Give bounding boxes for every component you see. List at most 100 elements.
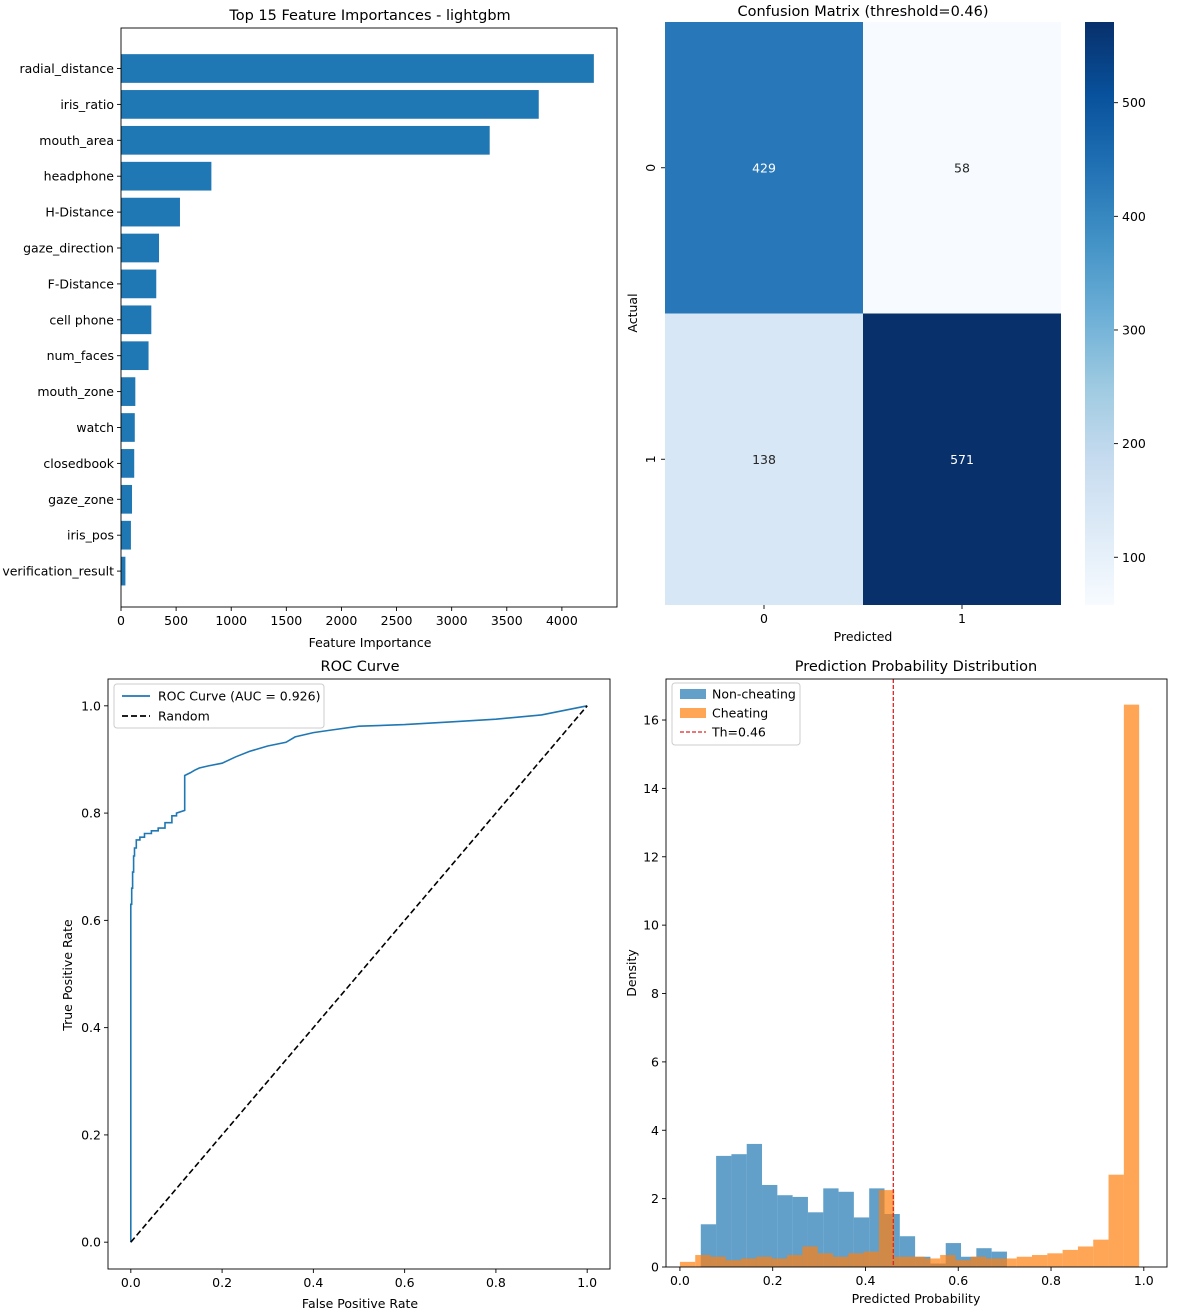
non-cheating-bar: [716, 1155, 732, 1267]
feature-bar: [121, 413, 135, 442]
non-cheating-bar: [823, 1188, 839, 1267]
hist-title: Prediction Probability Distribution: [795, 659, 1038, 675]
feature-bar: [121, 449, 135, 478]
feature-label: headphone: [44, 169, 115, 184]
x-tick-label: 3500: [491, 613, 523, 628]
non-cheating-bar: [762, 1184, 778, 1267]
roc-title: ROC Curve: [321, 659, 400, 675]
feature-bar: [121, 54, 594, 83]
feature-bar: [121, 556, 126, 586]
roc-curve-chart: ROC Curve False Positive Rate True Posit…: [60, 659, 611, 1311]
confusion-matrix-xlabel: Predicted: [834, 629, 893, 644]
cheating-bar: [771, 1258, 788, 1267]
y-tick-label: 0.6: [81, 913, 101, 928]
legend-label: Non-cheating: [712, 687, 796, 702]
feature-importance-chart: Top 15 Feature Importances - lightgbm Fe…: [2, 8, 618, 650]
y-tick-label: 8: [651, 986, 659, 1001]
cell-value: 429: [752, 160, 776, 175]
random-baseline-line: [130, 705, 588, 1243]
colorbar-tick-label: 500: [1122, 95, 1146, 110]
feature-bar: [121, 520, 131, 550]
cheating-bar: [863, 1251, 879, 1267]
feature-importance-title: Top 15 Feature Importances - lightgbm: [228, 8, 510, 24]
x-tick-label: 2000: [326, 613, 358, 628]
cheating-bar: [955, 1260, 971, 1267]
y-tick-label: 0.4: [81, 1020, 101, 1035]
cheating-bar: [802, 1246, 818, 1267]
x-tick-label: 0.0: [121, 1275, 141, 1290]
cheating-bar: [679, 1261, 696, 1267]
heatmap-cell: [863, 22, 1061, 314]
heatmap-cell: [863, 313, 1061, 605]
colorbar: [1085, 22, 1114, 605]
cell-value: 58: [954, 160, 970, 175]
cheating-bar: [940, 1255, 956, 1267]
x-tick-label: 0.8: [486, 1275, 506, 1290]
feature-label: gaze_direction: [23, 241, 114, 256]
feature-label: F-Distance: [48, 276, 115, 291]
feature-bar: [121, 484, 133, 514]
x-tick-label: 1000: [215, 613, 247, 628]
x-tick-label: 0.2: [212, 1275, 232, 1290]
cheating-bar: [1016, 1256, 1033, 1267]
feature-axes-frame: [120, 27, 618, 608]
x-tick-label: 3000: [436, 613, 468, 628]
hist-axes-frame: [665, 678, 1168, 1268]
x-tick-label: 500: [164, 613, 188, 628]
cheating-bar: [725, 1260, 742, 1267]
cheating-bar: [1077, 1246, 1094, 1267]
probability-distribution-chart: Prediction Probability Distribution Pred…: [624, 659, 1168, 1306]
feature-label: verification_result: [2, 564, 114, 579]
cheating-bar: [986, 1258, 1002, 1267]
feature-label: cell phone: [49, 312, 114, 327]
cheating-bar: [817, 1253, 833, 1267]
cheating-bar: [833, 1256, 849, 1267]
feature-bar: [121, 233, 160, 263]
feature-bar: [121, 377, 136, 406]
cheating-bar: [787, 1255, 803, 1267]
cheating-bar: [710, 1256, 726, 1267]
roc-ylabel: True Positive Rate: [60, 919, 75, 1032]
colorbar-tick-label: 100: [1122, 550, 1146, 565]
confusion-matrix-title: Confusion Matrix (threshold=0.46): [737, 4, 988, 20]
x-tick-label: 0.0: [670, 1273, 690, 1288]
roc-curve-line: [130, 705, 588, 1243]
feature-label: mouth_zone: [37, 384, 114, 399]
cheating-bar: [878, 1190, 895, 1267]
y-tick-label: 2: [651, 1191, 659, 1206]
cheating-bar: [894, 1256, 910, 1267]
x-tick-label: 0: [117, 613, 125, 628]
x-tick-label: 0.8: [1041, 1273, 1061, 1288]
cheating-bar: [1032, 1255, 1048, 1267]
feature-label: num_faces: [47, 348, 114, 363]
feature-bar: [121, 341, 149, 371]
y-category-label: 0: [643, 164, 658, 172]
y-tick-label: 1.0: [81, 698, 101, 713]
legend-label: Cheating: [712, 706, 768, 721]
y-tick-label: 12: [643, 849, 659, 864]
roc-axes-frame: [107, 678, 611, 1270]
cheating-bar: [1108, 1174, 1124, 1267]
cheating-bar: [741, 1258, 757, 1267]
x-tick-label: 0.6: [395, 1275, 415, 1290]
x-tick-label: 0.2: [763, 1273, 783, 1288]
cheating-bar: [1062, 1249, 1078, 1267]
x-tick-label: 0.6: [948, 1273, 968, 1288]
x-category-label: 0: [760, 611, 768, 626]
feature-bar: [121, 125, 490, 155]
feature-label: watch: [76, 420, 114, 435]
confusion-matrix-chart: Confusion Matrix (threshold=0.46) Predic…: [625, 4, 1146, 644]
heatmap-cell: [665, 313, 863, 605]
cheating-bar: [1093, 1239, 1109, 1267]
feature-bar: [121, 197, 180, 227]
feature-bar: [121, 90, 539, 119]
feature-label: H-Distance: [45, 205, 114, 220]
legend-label: Random: [158, 709, 210, 724]
cheating-bar: [1123, 704, 1140, 1267]
feature-importance-xlabel: Feature Importance: [309, 635, 432, 650]
cheating-bar: [695, 1255, 711, 1267]
confusion-matrix-ylabel: Actual: [625, 293, 640, 332]
non-cheating-bar: [746, 1143, 763, 1267]
roc-xlabel: False Positive Rate: [302, 1296, 418, 1311]
